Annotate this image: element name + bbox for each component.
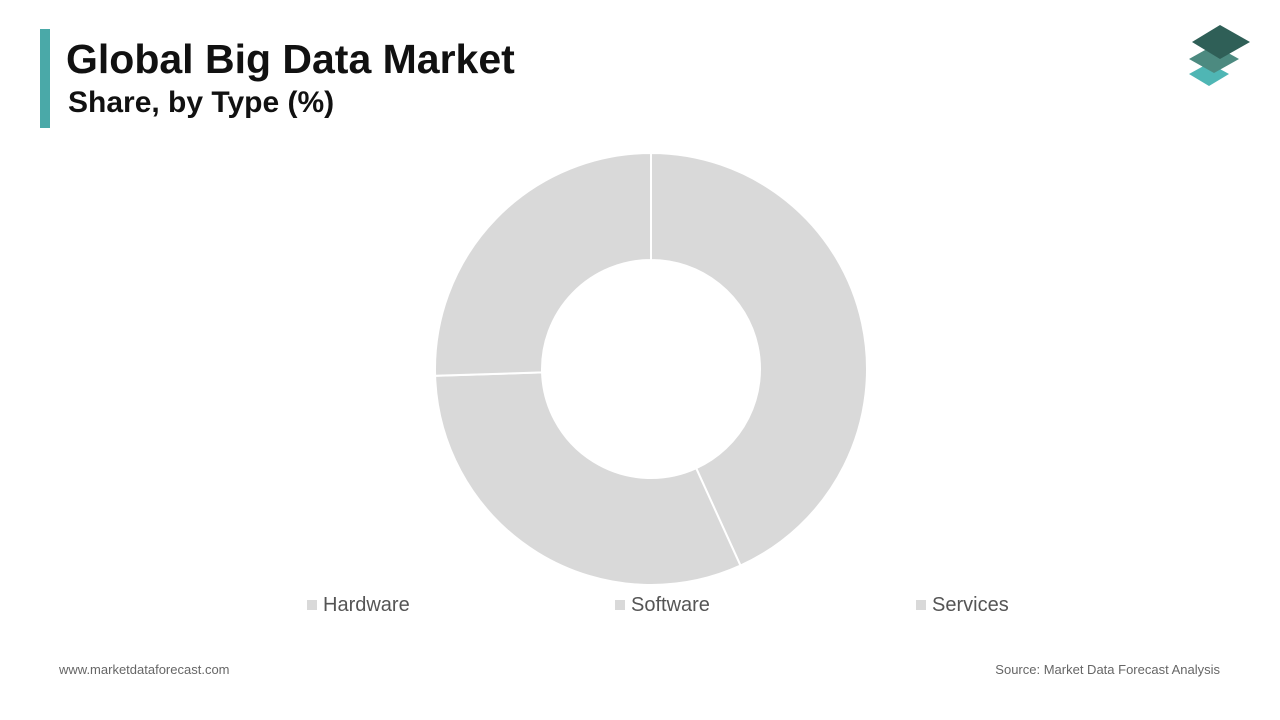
legend-item-services: Services	[916, 594, 1009, 616]
legend-label: Software	[631, 593, 710, 616]
brand-logo-icon	[1189, 25, 1250, 86]
source-note: Source: Market Data Forecast Analysis	[995, 662, 1220, 677]
legend-swatch	[307, 600, 317, 610]
slice-hardware	[650, 151, 868, 567]
legend-item-hardware: Hardware	[307, 594, 410, 616]
logo-layer-top	[1192, 25, 1250, 59]
legend-item-software: Software	[615, 594, 710, 616]
legend-swatch	[615, 600, 625, 610]
page-subtitle: Share, by Type (%)	[68, 86, 335, 119]
donut-slices	[434, 151, 868, 586]
slice-services	[434, 151, 652, 377]
legend-label: Hardware	[323, 593, 410, 616]
title-accent-bar	[40, 29, 50, 128]
page-title: Global Big Data Market	[66, 36, 515, 82]
website-url: www.marketdataforecast.com	[59, 662, 230, 677]
legend-swatch	[916, 600, 926, 610]
legend-label: Services	[932, 593, 1009, 616]
slice-software	[434, 371, 742, 586]
